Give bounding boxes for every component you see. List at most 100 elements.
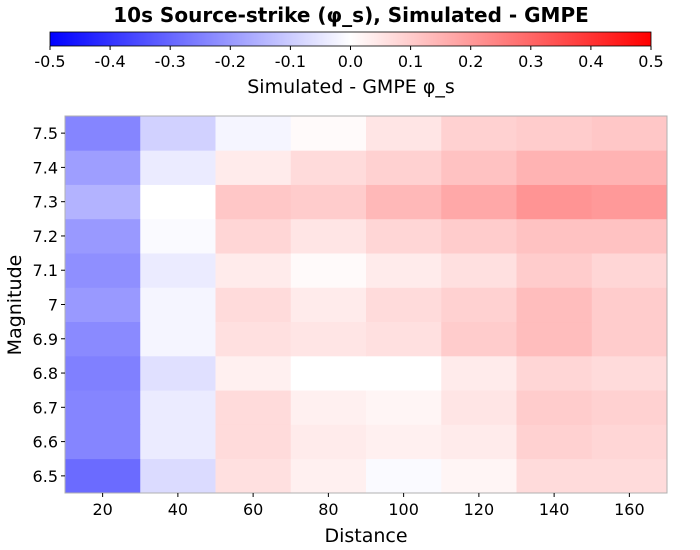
y-tick-label: 6.7 [33,398,58,417]
x-axis-ticks: 20 40 60 80 100 120 140 160 [92,493,645,519]
heatmap-cell [591,184,668,220]
heatmap-cell [591,321,668,357]
heatmap-cell [290,355,367,391]
heatmap-cell [140,355,216,391]
y-tick-label: 6.5 [33,467,58,486]
x-tick-label: 100 [388,500,419,519]
y-tick-label: 6.9 [33,330,58,349]
heatmap-cell [366,184,442,220]
heatmap-cell [140,116,216,151]
heatmap-cell [140,253,216,288]
heatmap-cell [140,150,216,185]
heatmap-cell [516,287,593,323]
heatmap-cell [215,253,292,288]
heatmap-cell [140,424,216,460]
heatmap-cell [65,116,141,151]
heatmap-cell [441,321,517,357]
heatmap-cell [215,184,292,220]
heatmap-cell [366,424,442,460]
heatmap-cell [140,390,216,425]
heatmap-cell [140,458,216,494]
colorbar-tick-label: 0.4 [578,52,603,71]
heatmap-cell [215,150,292,185]
heatmap-cell [591,116,668,151]
heatmap-cell [215,287,292,323]
heatmap-cell [441,116,517,151]
heatmap-cell [65,287,141,323]
x-axis-label: Distance [324,525,407,547]
colorbar-tick-label: 0.2 [458,52,483,71]
heatmap-cell [516,458,593,494]
heatmap-cell [591,150,668,185]
heatmap-cell [516,321,593,357]
heatmap-cell [65,424,141,460]
heatmap-cell [215,321,292,357]
colorbar-ticks: -0.5 -0.4 -0.3 -0.2 -0.1 0.0 0.1 0.2 0.3 0.4 0.5 [34,46,664,71]
heatmap-cell [65,458,141,494]
heatmap-cell [441,355,517,391]
x-tick-label: 40 [168,500,188,519]
heatmap-cell [441,218,517,254]
heatmap-cell [441,390,517,425]
heatmap-cell [591,424,668,460]
heatmap-cell [215,218,292,254]
heatmap-cell [441,184,517,220]
heatmap-cell [366,116,442,151]
heatmap-cell [366,253,442,288]
heatmap-cell [290,150,367,185]
heatmap-cell [290,321,367,357]
heatmap-cell [441,150,517,185]
colorbar-tick-label: 0.1 [398,52,423,71]
heatmap-cell [516,184,593,220]
heatmap-cell [290,458,367,494]
colorbar-tick-label: -0.4 [94,52,125,71]
colorbar [49,31,652,47]
heatmap-cell [591,253,668,288]
heatmap-cell [516,424,593,460]
heatmap-cell [366,355,442,391]
heatmap-cell [215,116,292,151]
colorbar-tick-label: 0.3 [518,52,543,71]
heatmap-cell [516,116,593,151]
heatmap-cell [516,150,593,185]
chart-title: 10s Source-strike (φ_s), Simulated - GMP… [113,3,589,27]
heatmap-cell [140,321,216,357]
heatmap-cell [65,253,141,288]
heatmap-cell [215,355,292,391]
heatmap-cell [366,458,442,494]
colorbar-tick-label: 0.5 [638,52,663,71]
heatmap-cell [516,218,593,254]
heatmap-cell [516,253,593,288]
heatmap-cell [65,355,141,391]
x-tick-label: 140 [539,500,570,519]
heatmap-cells [65,116,668,494]
heatmap-cell [366,321,442,357]
heatmap-cell [516,390,593,425]
colorbar-tick-label: -0.5 [34,52,65,71]
heatmap-cell [65,390,141,425]
heatmap-cell [140,218,216,254]
heatmap-cell [366,390,442,425]
heatmap-cell [441,458,517,494]
heatmap-cell [591,390,668,425]
heatmap-cell [290,253,367,288]
heatmap-cell [441,424,517,460]
heatmap-cell [65,321,141,357]
heatmap-cell [215,390,292,425]
heatmap-cell [366,287,442,323]
heatmap-cell [65,150,141,185]
heatmap-cell [65,184,141,220]
y-tick-label: 7.1 [33,261,58,280]
heatmap-cell [366,150,442,185]
x-tick-label: 20 [92,500,112,519]
heatmap-cell [441,253,517,288]
y-axis-ticks: 6.5 6.6 6.7 6.8 6.9 7 7.1 7.2 7.3 7.4 7.5 [33,124,65,486]
y-tick-label: 7.2 [33,227,58,246]
colorbar-label: Simulated - GMPE φ_s [247,76,455,98]
heatmap-cell [140,287,216,323]
colorbar-tick-label: -0.3 [155,52,186,71]
heatmap-cell [290,287,367,323]
heatmap-cell [290,218,367,254]
colorbar-tick-label: -0.2 [215,52,246,71]
